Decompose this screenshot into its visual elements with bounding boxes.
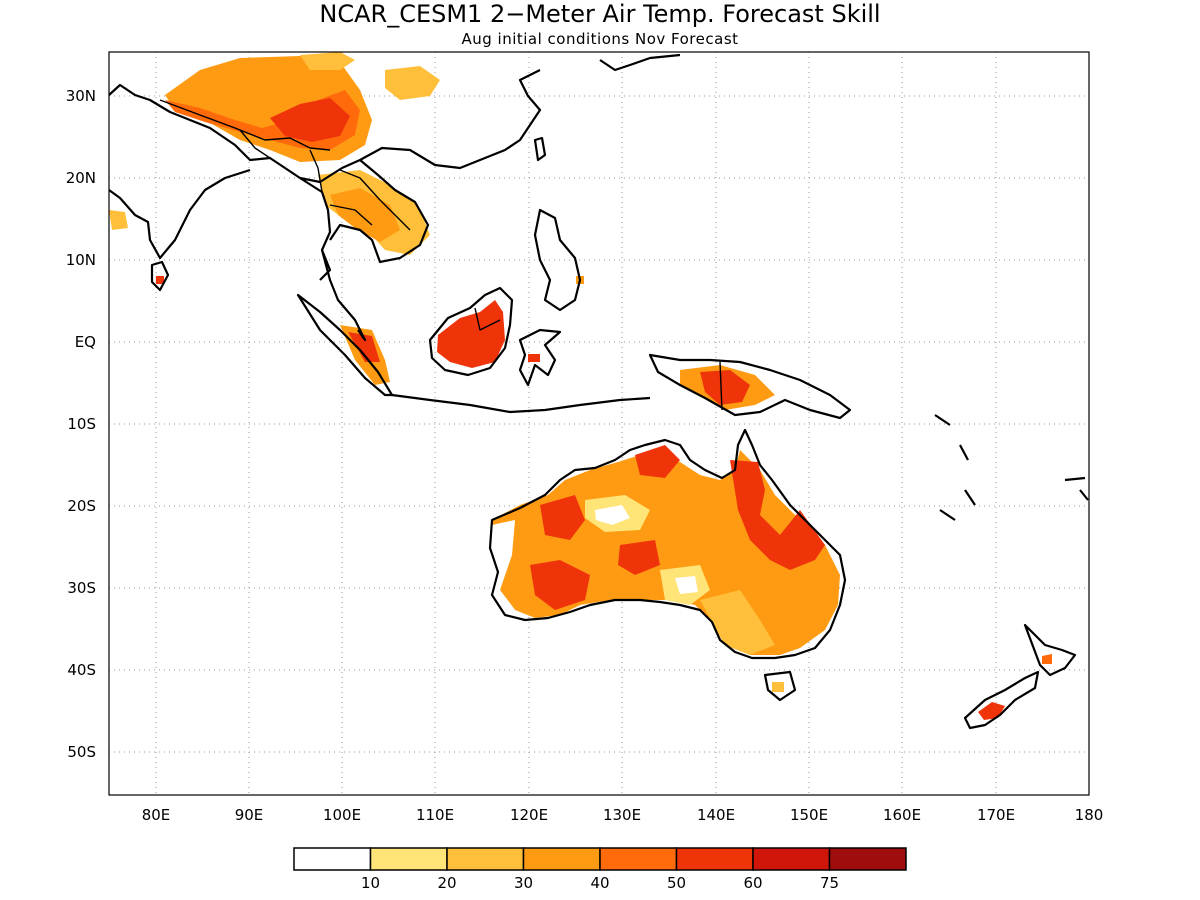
- colorbar: 10 20 30 40 50 60 75: [293, 847, 907, 892]
- map-frame: [108, 51, 1090, 796]
- colorbar-swatch-7: [828, 847, 907, 871]
- lat-label-50s: 50S: [67, 743, 96, 761]
- lat-label-40s: 40S: [67, 661, 96, 679]
- lat-label-eq: EQ: [75, 333, 96, 351]
- lat-label-30s: 30S: [67, 579, 96, 597]
- lat-label-10n: 10N: [66, 251, 96, 269]
- skill-region-india-west: [109, 210, 128, 230]
- colorbar-swatch-5: [675, 847, 754, 871]
- lat-label-20n: 20N: [66, 169, 96, 187]
- coast-malay: [320, 249, 367, 342]
- coast-java: [391, 393, 651, 414]
- coast-indochina: [329, 159, 430, 264]
- colorbar-swatch-6: [752, 847, 831, 871]
- coast-sulawesi: [518, 328, 562, 387]
- lon-label-90e: 90E: [235, 806, 264, 824]
- skill-region-australia-low2: [595, 505, 630, 525]
- colorbar-swatch-4: [599, 847, 678, 871]
- lon-label-160e: 160E: [883, 806, 921, 824]
- lon-label-100e: 100E: [323, 806, 361, 824]
- skill-region-sumatra-high: [348, 332, 380, 362]
- skill-region-sulawesi: [528, 354, 540, 362]
- skill-region-himalaya-peak: [270, 98, 350, 142]
- page-title: NCAR_CESM1 2−Meter Air Temp. Forecast Sk…: [319, 0, 880, 28]
- skill-region-indochina-high: [330, 188, 400, 242]
- coast-pacific-islands: [934, 414, 1089, 521]
- coastlines: [108, 53, 1089, 730]
- lon-label-170e: 170E: [977, 806, 1015, 824]
- coast-australia: [488, 428, 847, 660]
- colorbar-label-30: 30: [514, 874, 533, 892]
- skill-region-australia-low4: [675, 576, 698, 594]
- skill-region-australia-low5: [490, 520, 515, 612]
- lat-axis-labels: 30N 20N 10N EQ 10S 20S 30S 40S 50S: [66, 87, 96, 761]
- map-area: [108, 51, 1090, 796]
- colorbar-label-10: 10: [361, 874, 380, 892]
- coast-nz-north: [1023, 623, 1077, 677]
- colorbar-label-75: 75: [820, 874, 839, 892]
- coast-nz-south: [963, 670, 1040, 730]
- coast-newguinea: [648, 353, 852, 420]
- lon-label-130e: 130E: [603, 806, 641, 824]
- coast-tasmania: [763, 670, 797, 702]
- country-borders: [159, 99, 723, 411]
- skill-region-nz-south: [978, 702, 1005, 720]
- skill-region-borneo: [437, 300, 505, 368]
- coast-philippines: [533, 208, 582, 312]
- colorbar-label-60: 60: [743, 874, 762, 892]
- lat-label-10s: 10S: [67, 415, 96, 433]
- skill-region-china-east: [300, 52, 355, 70]
- colorbar-label-40: 40: [590, 874, 609, 892]
- lon-gridlines: [155, 52, 997, 795]
- lon-label-80e: 80E: [142, 806, 171, 824]
- coast-japan: [599, 53, 681, 72]
- coast-taiwan: [533, 136, 547, 162]
- colorbar-swatch-2: [446, 847, 525, 871]
- skill-region-australia-high3: [618, 540, 660, 575]
- colorbar-swatch-1: [369, 847, 448, 871]
- skill-region-australia-high5: [635, 445, 680, 478]
- skill-region-australia-high1: [540, 495, 585, 540]
- skill-region-china-north: [385, 66, 440, 100]
- lat-label-20s: 20S: [67, 497, 96, 515]
- lon-label-140e: 140E: [697, 806, 735, 824]
- skill-region-australia-mid: [700, 590, 775, 655]
- lon-label-120e: 120E: [510, 806, 548, 824]
- lon-label-150e: 150E: [790, 806, 828, 824]
- lat-label-30n: 30N: [66, 87, 96, 105]
- colorbar-swatch-3: [522, 847, 601, 871]
- page-subtitle: Aug initial conditions Nov Forecast: [461, 30, 738, 48]
- colorbar-label-20: 20: [437, 874, 456, 892]
- colorbar-swatch-0: [293, 847, 372, 871]
- skill-region-australia-high4: [730, 460, 825, 570]
- coast-india: [108, 168, 251, 260]
- lon-axis-labels: 80E 90E 100E 110E 120E 130E 140E 150E 16…: [142, 806, 1104, 824]
- coast-borneo: [428, 286, 514, 377]
- lat-gridlines: [109, 95, 1089, 753]
- skill-region-nz-north: [1042, 654, 1052, 664]
- coast-srilanka: [150, 260, 170, 292]
- lon-label-180: 180: [1075, 806, 1104, 824]
- skill-region-srilanka: [156, 276, 164, 284]
- skill-region-tasmania: [772, 682, 784, 692]
- colorbar-label-50: 50: [667, 874, 686, 892]
- skill-region-australia-high2: [530, 560, 590, 610]
- skill-shading: [109, 52, 1052, 720]
- lon-label-110e: 110E: [416, 806, 454, 824]
- skill-region-newguinea-high: [700, 370, 750, 405]
